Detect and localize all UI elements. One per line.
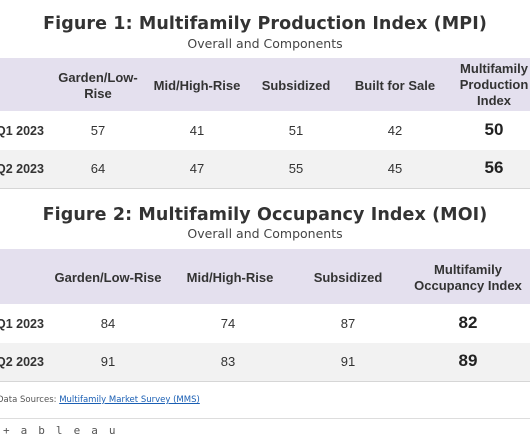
fig1-header-mpi: Multifamily Production Index [459, 61, 529, 108]
fig2-row2-midhigh: 83 [220, 354, 236, 369]
fig2-row1-garden: 84 [100, 316, 116, 331]
figure2-title: Figure 2: Multifamily Occupancy Index (M… [42, 205, 488, 225]
data-sources-prefix: Data Sources: [0, 395, 60, 405]
fig2-row1-subsidized: 87 [340, 316, 356, 331]
fig1-header-built-for-sale: Built for Sale [354, 78, 436, 93]
fig2-row2-moi: 89 [458, 351, 478, 370]
fig2-header-subsidized: Subsidized [313, 270, 383, 285]
figure1-subtitle: Overall and Components [187, 36, 343, 51]
mms-link[interactable]: Multifamily Market Survey (MMS) [59, 395, 200, 405]
data-sources: Data Sources: Multifamily Market Survey … [0, 395, 200, 405]
figure2-subtitle: Overall and Components [187, 226, 343, 241]
figure1-header-band [0, 58, 530, 111]
fig2-header-garden: Garden/Low-Rise [54, 270, 162, 285]
fig1-row2-built-for-sale: 45 [387, 161, 403, 176]
figure1-title: Figure 1: Multifamily Production Index (… [43, 14, 487, 34]
fig2-row2-garden: 91 [100, 354, 116, 369]
fig1-row2-label: Q2 2023 [0, 162, 44, 176]
fig2-header-moi: Multifamily Occupancy Index [414, 262, 522, 293]
fig1-header-midhigh: Mid/High-Rise [153, 78, 241, 93]
fig1-row1-built-for-sale: 42 [387, 123, 403, 138]
fig2-row2-subsidized: 91 [340, 354, 356, 369]
fig1-row1-midhigh: 41 [189, 123, 205, 138]
figure2-row2-band [0, 343, 530, 381]
figure2-header-band [0, 249, 530, 304]
fig1-row2-midhigh: 47 [189, 161, 205, 176]
tableau-logo[interactable]: + a b l e a u [3, 424, 118, 437]
fig1-row1-subsidized: 51 [288, 123, 304, 138]
fig2-row2-label: Q2 2023 [0, 355, 44, 369]
fig1-header-garden: Garden/Low-Rise [58, 70, 138, 101]
fig1-row1-garden: 57 [90, 123, 106, 138]
fig1-row1-mpi: 50 [484, 120, 504, 139]
fig1-header-subsidized: Subsidized [261, 78, 331, 93]
fig2-row1-midhigh: 74 [220, 316, 236, 331]
fig2-row1-moi: 82 [458, 313, 478, 332]
fig2-header-midhigh: Mid/High-Rise [186, 270, 274, 285]
footer-divider [0, 418, 530, 419]
fig1-row2-garden: 64 [90, 161, 106, 176]
fig2-row1-label: Q1 2023 [0, 317, 44, 331]
fig1-row1-label: Q1 2023 [0, 124, 44, 138]
figure2-bottom-rule [0, 381, 530, 382]
fig1-row2-subsidized: 55 [288, 161, 304, 176]
figure1-bottom-rule [0, 188, 530, 189]
figure1-row2-band [0, 150, 530, 188]
fig1-row2-mpi: 56 [484, 158, 504, 177]
